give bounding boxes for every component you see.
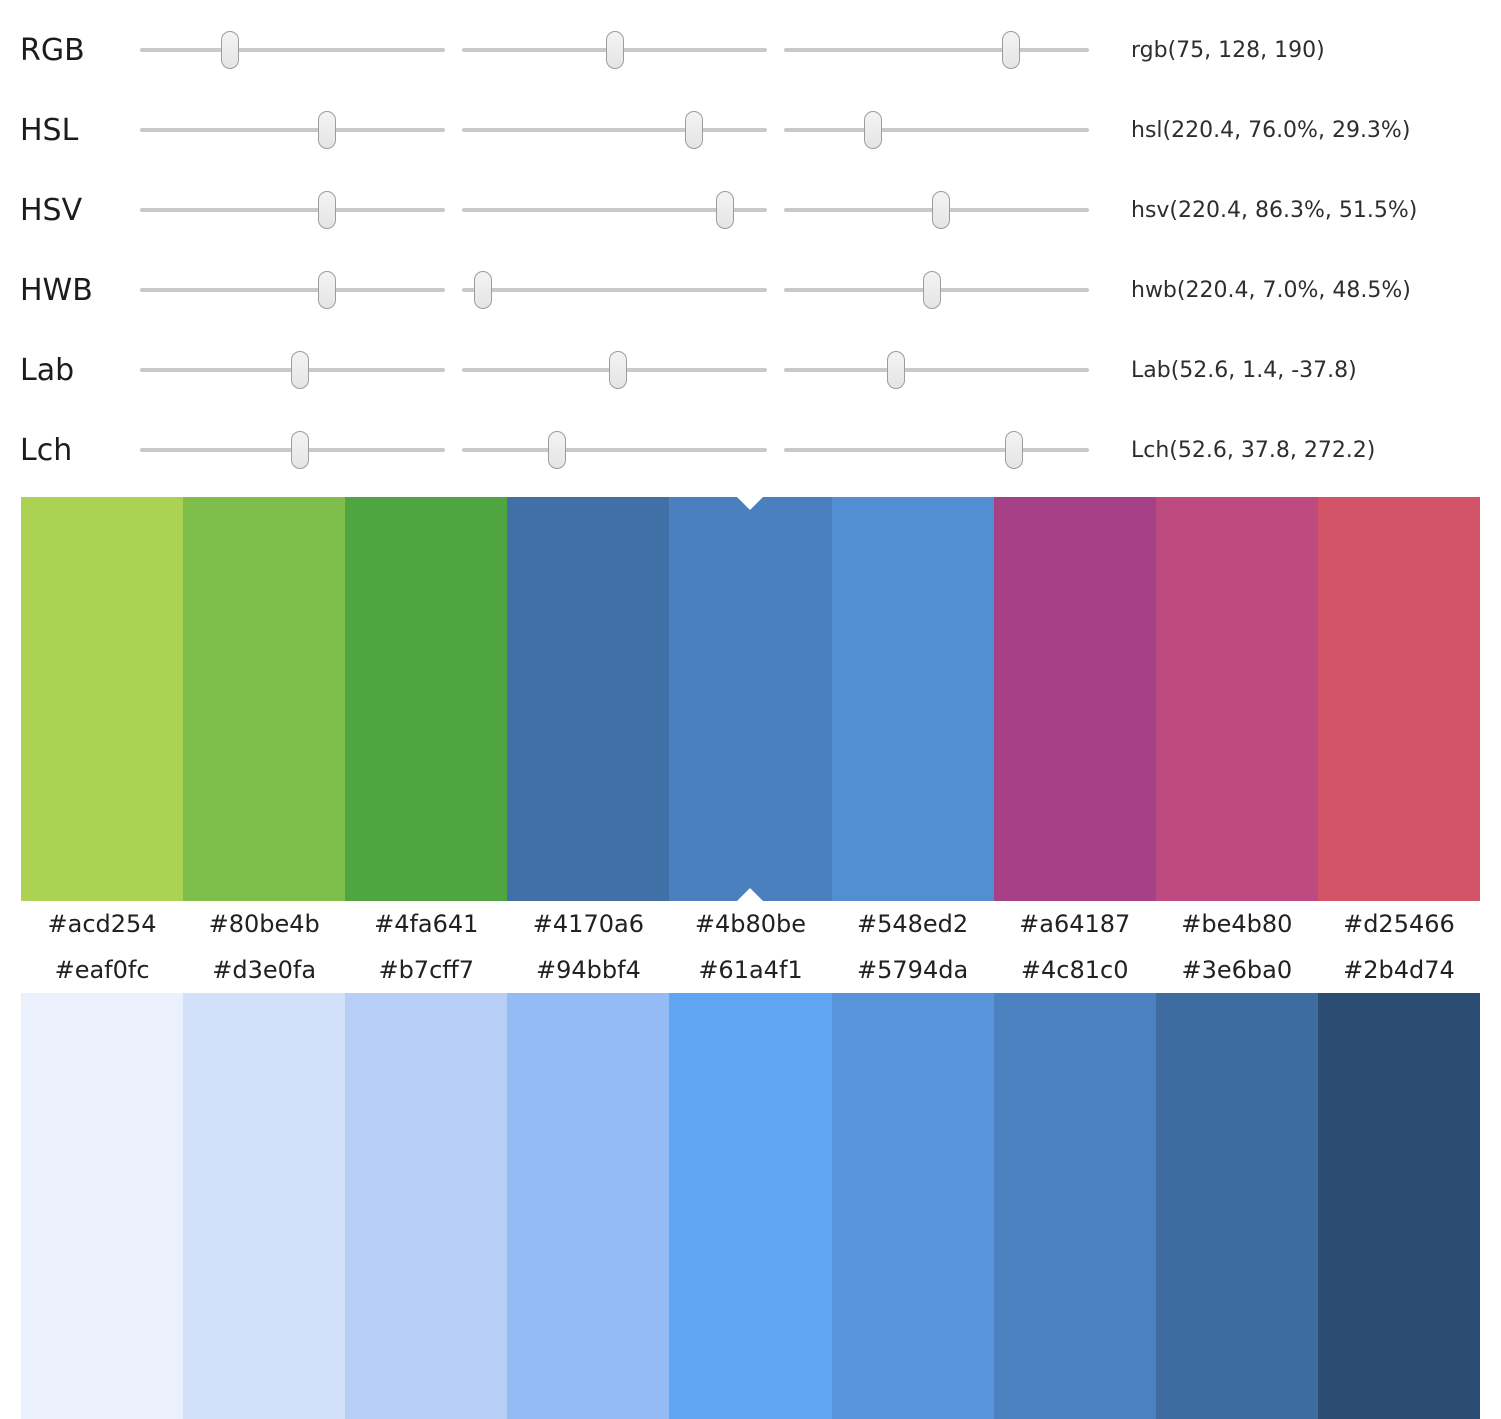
- hue-palette-labels: #acd254 #80be4b #4fa641 #4170a6 #4b80be …: [21, 901, 1480, 947]
- palette-swatch[interactable]: [21, 993, 184, 1419]
- slider-row-label: HSL: [20, 112, 79, 148]
- palette-swatch-selected[interactable]: [669, 497, 832, 901]
- swatch-hex-label: #4b80be: [694, 910, 807, 938]
- swatch-hex-label: #d3e0fa: [212, 956, 317, 984]
- slider-thumb[interactable]: [291, 351, 310, 389]
- slider-row-hsl: HSL hsl(220.4, 76.0%, 29.3%): [0, 90, 1501, 170]
- selected-marker-bottom-icon: [737, 888, 764, 901]
- slider-thumb[interactable]: [547, 431, 566, 469]
- slider-thumb[interactable]: [1002, 31, 1021, 69]
- slider-row-label: Lab: [20, 352, 75, 388]
- swatch-hex-label: #eaf0fc: [54, 956, 150, 984]
- rgb-value-text: rgb(75, 128, 190): [1131, 37, 1325, 63]
- palette-swatch[interactable]: [1317, 497, 1480, 901]
- slider-row-label: RGB: [20, 32, 85, 68]
- slider-thumb[interactable]: [716, 191, 735, 229]
- palette-swatch[interactable]: [831, 993, 994, 1419]
- palette-swatch[interactable]: [507, 993, 670, 1419]
- slider-thumb[interactable]: [606, 31, 625, 69]
- slider-thumb[interactable]: [932, 191, 951, 229]
- slider-row-rgb: RGB rgb(75, 128, 190): [0, 10, 1501, 90]
- palette-swatch[interactable]: [1155, 497, 1318, 901]
- slider-row-lab: Lab Lab(52.6, 1.4, -37.8): [0, 330, 1501, 410]
- lch-c-slider-track[interactable]: [462, 431, 767, 469]
- palette-swatch[interactable]: [1317, 993, 1480, 1419]
- swatch-hex-label: #2b4d74: [1343, 956, 1455, 984]
- hwb-w-slider-track[interactable]: [462, 271, 767, 309]
- slider-row-label: HWB: [20, 272, 93, 308]
- hwb-b-slider-track[interactable]: [784, 271, 1089, 309]
- palette-swatch[interactable]: [345, 993, 508, 1419]
- slider-thumb[interactable]: [317, 271, 336, 309]
- slider-row-hsv: HSV hsv(220.4, 86.3%, 51.5%): [0, 170, 1501, 250]
- swatch-hex-label: #d25466: [1343, 910, 1455, 938]
- palette-swatch[interactable]: [183, 993, 346, 1419]
- slider-row-hwb: HWB hwb(220.4, 7.0%, 48.5%): [0, 250, 1501, 330]
- hsv-v-slider-track[interactable]: [784, 191, 1089, 229]
- shade-palette-labels: #eaf0fc #d3e0fa #b7cff7 #94bbf4 #61a4f1 …: [21, 947, 1480, 993]
- swatch-hex-label: #b7cff7: [378, 956, 475, 984]
- color-sliders-panel: RGB rgb(75, 128, 190) HSL hsl(220.4, 76.…: [0, 0, 1501, 490]
- slider-thumb[interactable]: [608, 351, 627, 389]
- selected-marker-top-icon: [737, 497, 764, 510]
- hsl-s-slider-track[interactable]: [462, 111, 767, 149]
- swatch-hex-label: #a64187: [1019, 910, 1131, 938]
- swatch-hex-label: #94bbf4: [535, 956, 641, 984]
- slider-thumb[interactable]: [317, 191, 336, 229]
- slider-thumb[interactable]: [291, 431, 310, 469]
- swatch-hex-label: #548ed2: [857, 910, 969, 938]
- swatch-hex-label: #4c81c0: [1020, 956, 1129, 984]
- slider-thumb[interactable]: [317, 111, 336, 149]
- swatch-hex-label: #61a4f1: [698, 956, 803, 984]
- palette-swatch[interactable]: [1155, 993, 1318, 1419]
- lch-h-slider-track[interactable]: [784, 431, 1089, 469]
- palette-swatch[interactable]: [507, 497, 670, 901]
- swatch-hex-label: #acd254: [47, 910, 157, 938]
- swatch-hex-label: #4fa641: [374, 910, 479, 938]
- slider-thumb[interactable]: [474, 271, 493, 309]
- slider-thumb[interactable]: [864, 111, 883, 149]
- slider-thumb[interactable]: [922, 271, 941, 309]
- slider-thumb[interactable]: [1004, 431, 1023, 469]
- rgb-b-slider-track[interactable]: [784, 31, 1089, 69]
- lab-b-slider-track[interactable]: [784, 351, 1089, 389]
- slider-row-label: HSV: [20, 192, 83, 228]
- slider-thumb[interactable]: [220, 31, 239, 69]
- palette-swatch[interactable]: [831, 497, 994, 901]
- palette-swatch[interactable]: [993, 993, 1156, 1419]
- slider-row-label: Lch: [20, 432, 73, 468]
- slider-thumb[interactable]: [887, 351, 906, 389]
- hue-palette: [21, 497, 1480, 901]
- lch-l-slider-track[interactable]: [140, 431, 445, 469]
- shade-palette: [21, 993, 1480, 1419]
- hwb-value-text: hwb(220.4, 7.0%, 48.5%): [1131, 277, 1411, 303]
- hsl-l-slider-track[interactable]: [784, 111, 1089, 149]
- rgb-r-slider-track[interactable]: [140, 31, 445, 69]
- hsl-value-text: hsl(220.4, 76.0%, 29.3%): [1131, 117, 1411, 143]
- hwb-h-slider-track[interactable]: [140, 271, 445, 309]
- swatch-hex-label: #5794da: [857, 956, 969, 984]
- lch-value-text: Lch(52.6, 37.8, 272.2): [1131, 437, 1376, 463]
- swatch-hex-label: #3e6ba0: [1181, 956, 1293, 984]
- swatch-hex-label: #4170a6: [532, 910, 644, 938]
- hsv-s-slider-track[interactable]: [462, 191, 767, 229]
- palette-swatch[interactable]: [993, 497, 1156, 901]
- slider-row-lch: Lch Lch(52.6, 37.8, 272.2): [0, 410, 1501, 490]
- rgb-g-slider-track[interactable]: [462, 31, 767, 69]
- lab-a-slider-track[interactable]: [462, 351, 767, 389]
- palette-swatch[interactable]: [21, 497, 184, 901]
- slider-thumb[interactable]: [684, 111, 703, 149]
- swatch-hex-label: #be4b80: [1181, 910, 1293, 938]
- hsv-h-slider-track[interactable]: [140, 191, 445, 229]
- hsl-h-slider-track[interactable]: [140, 111, 445, 149]
- palette-swatch[interactable]: [345, 497, 508, 901]
- lab-l-slider-track[interactable]: [140, 351, 445, 389]
- lab-value-text: Lab(52.6, 1.4, -37.8): [1131, 357, 1357, 383]
- swatch-hex-label: #80be4b: [208, 910, 320, 938]
- hsv-value-text: hsv(220.4, 86.3%, 51.5%): [1131, 197, 1418, 223]
- palette-swatch[interactable]: [183, 497, 346, 901]
- palette-swatch[interactable]: [669, 993, 832, 1419]
